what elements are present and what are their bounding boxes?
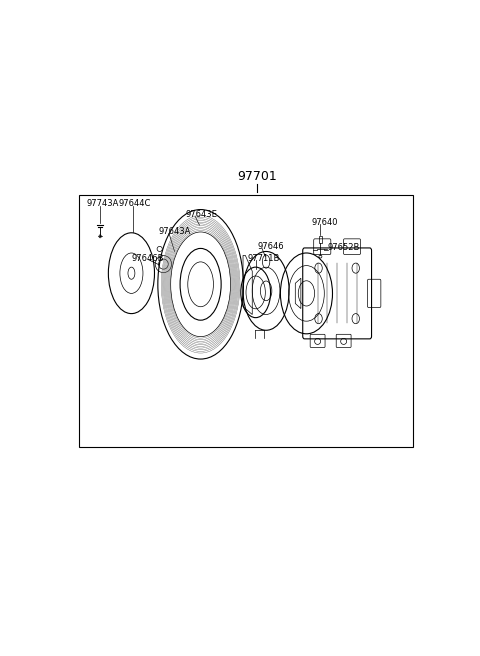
Text: 97646: 97646 [257,242,284,251]
Text: 97711B: 97711B [247,253,279,262]
Text: 97652B: 97652B [327,243,360,253]
Text: 97640: 97640 [312,218,338,227]
Text: 97701: 97701 [237,170,277,183]
Text: 97643A: 97643A [158,227,191,236]
Text: 97743A: 97743A [87,199,119,208]
Text: 97643E: 97643E [186,210,217,218]
Bar [319,236,322,243]
Text: 97644C: 97644C [119,199,151,208]
Text: 97646B: 97646B [132,253,164,262]
Bar [79,195,413,447]
